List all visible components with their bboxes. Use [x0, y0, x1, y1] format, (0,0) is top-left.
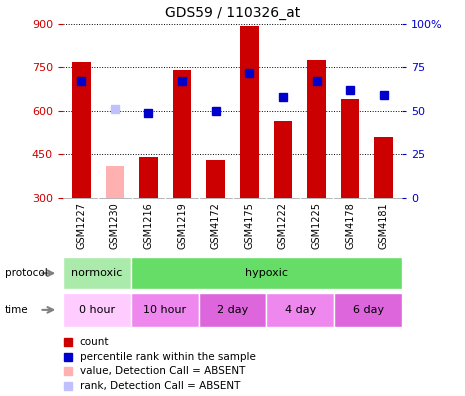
- Bar: [206, 160, 225, 198]
- Text: 0 hour: 0 hour: [79, 305, 115, 315]
- Text: hypoxic: hypoxic: [245, 268, 288, 278]
- Bar: [334, 293, 402, 327]
- Text: GSM4172: GSM4172: [211, 202, 221, 249]
- Text: value, Detection Call = ABSENT: value, Detection Call = ABSENT: [80, 366, 245, 376]
- Bar: [374, 137, 393, 198]
- Text: 6 day: 6 day: [353, 305, 384, 315]
- Bar: [63, 257, 131, 289]
- Bar: [274, 121, 292, 198]
- Text: rank, Detection Call = ABSENT: rank, Detection Call = ABSENT: [80, 381, 240, 390]
- Text: protocol: protocol: [5, 268, 47, 278]
- Text: 2 day: 2 day: [217, 305, 248, 315]
- Bar: [72, 61, 91, 198]
- Bar: [139, 157, 158, 198]
- Text: GSM1225: GSM1225: [312, 202, 321, 249]
- Text: percentile rank within the sample: percentile rank within the sample: [80, 352, 256, 362]
- Title: GDS59 / 110326_at: GDS59 / 110326_at: [165, 6, 300, 20]
- Text: GSM1230: GSM1230: [110, 202, 120, 249]
- Bar: [106, 166, 124, 198]
- Text: GSM1216: GSM1216: [144, 202, 153, 249]
- Text: GSM4175: GSM4175: [244, 202, 254, 249]
- Text: GSM4181: GSM4181: [379, 202, 389, 249]
- Text: 4 day: 4 day: [285, 305, 316, 315]
- Bar: [131, 293, 199, 327]
- Text: GSM1227: GSM1227: [76, 202, 86, 249]
- Text: GSM1222: GSM1222: [278, 202, 288, 249]
- Bar: [307, 60, 326, 198]
- Bar: [266, 293, 334, 327]
- Bar: [341, 99, 359, 198]
- Bar: [63, 293, 131, 327]
- Bar: [199, 293, 266, 327]
- Bar: [131, 257, 402, 289]
- Text: time: time: [5, 305, 28, 315]
- Text: count: count: [80, 337, 109, 347]
- Bar: [173, 70, 191, 198]
- Text: 10 hour: 10 hour: [143, 305, 186, 315]
- Text: GSM1219: GSM1219: [177, 202, 187, 249]
- Text: GSM4178: GSM4178: [345, 202, 355, 249]
- Bar: [240, 26, 259, 198]
- Text: normoxic: normoxic: [71, 268, 122, 278]
